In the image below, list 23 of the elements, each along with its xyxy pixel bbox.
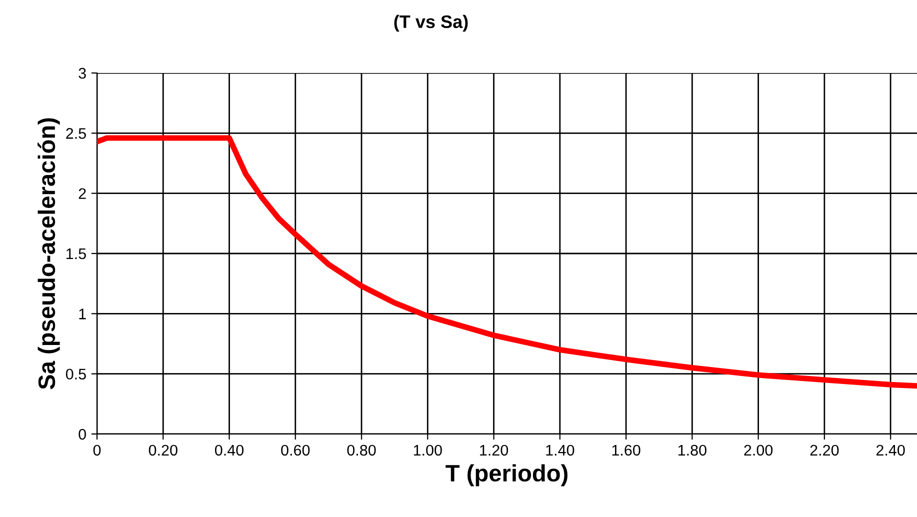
x-tick-label: 2.20 bbox=[810, 444, 839, 456]
y-tick-label: 1.5 bbox=[66, 248, 86, 260]
y-tick-label: 2 bbox=[78, 188, 86, 199]
y-axis-title: Sa (pseudo-aceleración) bbox=[38, 118, 60, 390]
x-axis-title: T (periodo) bbox=[446, 464, 568, 486]
y-tick-label: 2.5 bbox=[66, 128, 86, 139]
x-tick-label: 2.40 bbox=[876, 444, 905, 456]
x-tick-label: 1.60 bbox=[612, 444, 640, 456]
x-tick-label: 1.40 bbox=[546, 444, 574, 456]
y-tick-label: 3 bbox=[78, 68, 86, 79]
chart-title: (T vs Sa) bbox=[394, 14, 468, 32]
x-tick-label: 0.40 bbox=[214, 444, 244, 456]
x-tick-label: 0.20 bbox=[148, 444, 178, 456]
x-tick-label: 0.80 bbox=[347, 444, 376, 456]
y-tick-label: 0.5 bbox=[66, 368, 86, 380]
x-tick-label: 0 bbox=[93, 444, 101, 456]
x-tick-label: 0.60 bbox=[281, 444, 310, 456]
y-tick-label: 0 bbox=[78, 428, 86, 440]
x-tick-label: 2.00 bbox=[744, 444, 773, 456]
x-tick-label: 1.20 bbox=[480, 444, 508, 456]
x-tick-label: 1.00 bbox=[414, 444, 442, 456]
y-tick-label: 1 bbox=[79, 308, 86, 320]
x-tick-label: 1.80 bbox=[678, 444, 706, 456]
